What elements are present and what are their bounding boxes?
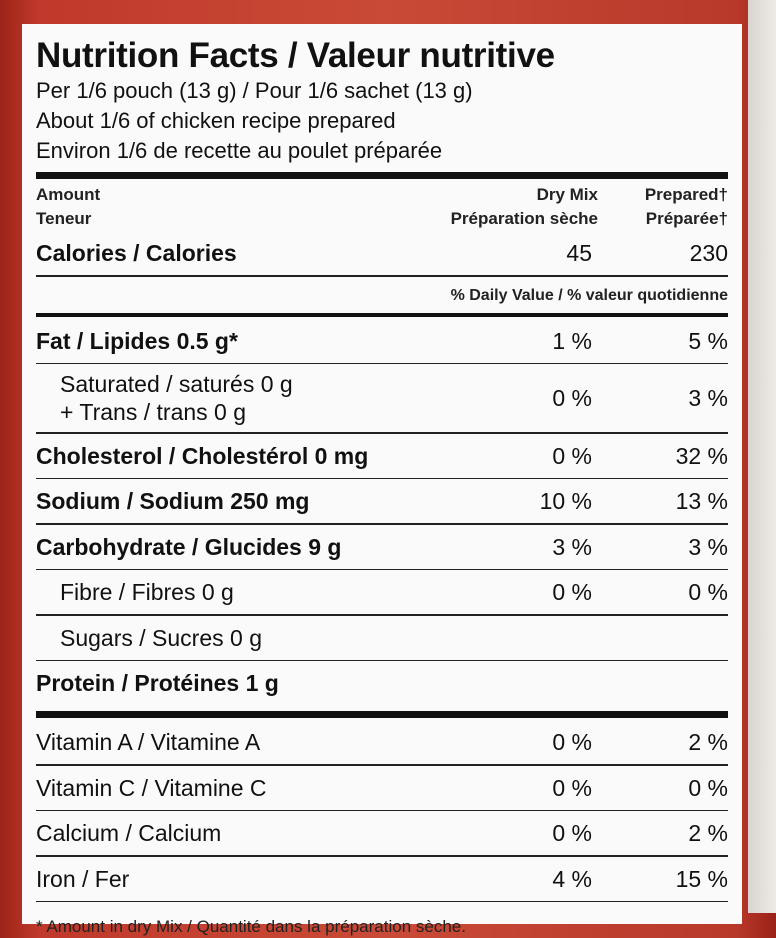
carbohydrate-dry: 3 % <box>552 533 592 560</box>
carbohydrate-row: Carbohydrate / Glucides 9 g 3 % 3 % <box>36 525 728 569</box>
sugars-label: Sugars / Sucres 0 g <box>60 624 262 651</box>
dry-mix-fr: Préparation sèche <box>450 209 598 228</box>
vitamin-dry: 0 % <box>552 729 592 755</box>
sodium-label: Sodium / Sodium 250 mg <box>36 488 310 514</box>
divider <box>36 275 728 277</box>
nutrition-label: Nutrition Facts / Valeur nutritive Per 1… <box>22 24 742 936</box>
protein-label: Protein / Protéines 1 g <box>36 670 279 696</box>
divider <box>36 477 728 479</box>
vitamin-label: Iron / Fer <box>36 865 130 892</box>
saturated-dry: 0 % <box>552 385 592 411</box>
saturated-label: Saturated / saturés 0 g <box>60 371 293 397</box>
fat-prepared: 5 % <box>688 327 728 354</box>
divider <box>36 614 728 616</box>
daily-value-header: % Daily Value / % valeur quotidienne <box>450 286 728 304</box>
fat-label: Fat / Lipides 0.5 g* <box>36 327 238 354</box>
serving-line: Environ 1/6 de recette au poulet préparé… <box>36 138 443 163</box>
vitamin-row: Vitamin A / Vitamine A 0 % 2 % <box>36 720 728 764</box>
fibre-label: Fibre / Fibres 0 g <box>60 579 234 605</box>
sugars-row: Sugars / Sucres 0 g <box>36 616 728 660</box>
calories-prepared: 230 <box>689 240 728 266</box>
amount-en: Amount <box>36 185 101 204</box>
column-header: Amount Teneur Dry Mix Préparation sèche … <box>36 181 728 231</box>
cholesterol-label: Cholesterol / Cholestérol 0 mg <box>36 442 369 469</box>
cholesterol-row: Cholesterol / Cholestérol 0 mg 0 % 32 % <box>36 434 728 478</box>
divider <box>36 362 728 364</box>
label-title: Nutrition Facts / Valeur nutritive <box>36 36 555 75</box>
fibre-dry: 0 % <box>552 579 592 605</box>
sodium-dry: 10 % <box>539 488 592 514</box>
saturated-prepared: 3 % <box>688 385 728 411</box>
vitamin-prepared: 2 % <box>688 820 728 846</box>
divider <box>36 900 728 902</box>
vitamin-dry: 0 % <box>552 820 592 846</box>
calories-row: Calories / Calories 45 230 <box>36 231 728 275</box>
fat-row: Fat / Lipides 0.5 g* 1 % 5 % <box>36 319 728 363</box>
vitamin-prepared: 15 % <box>675 865 728 892</box>
calories-dry: 45 <box>566 240 592 266</box>
cholesterol-dry: 0 % <box>552 442 592 469</box>
fibre-row: Fibre / Fibres 0 g 0 % 0 % <box>36 570 728 614</box>
divider-heavy <box>36 172 728 179</box>
vitamin-row: Iron / Fer 4 % 15 % <box>36 857 728 901</box>
prepared-en: Prepared† <box>644 185 728 204</box>
divider <box>36 432 728 434</box>
divider <box>36 809 728 811</box>
vitamin-prepared: 0 % <box>688 774 728 801</box>
vitamin-prepared: 2 % <box>688 729 728 755</box>
serving-line: About 1/6 of chicken recipe prepared <box>36 108 396 133</box>
sodium-prepared: 13 % <box>675 488 728 514</box>
protein-row: Protein / Protéines 1 g <box>36 661 728 705</box>
divider-mid <box>36 312 728 317</box>
carbohydrate-prepared: 3 % <box>688 533 728 560</box>
background-edge <box>748 0 776 913</box>
fibre-prepared: 0 % <box>688 579 728 605</box>
sodium-row: Sodium / Sodium 250 mg 10 % 13 % <box>36 479 728 523</box>
vitamin-label: Calcium / Calcium <box>36 820 222 846</box>
footnote: * Amount in dry Mix / Quantité dans la p… <box>36 917 466 936</box>
vitamin-dry: 0 % <box>552 774 592 801</box>
trans-label: + Trans / trans 0 g <box>60 399 247 425</box>
divider <box>36 764 728 766</box>
vitamin-row: Calcium / Calcium 0 % 2 % <box>36 811 728 855</box>
cholesterol-prepared: 32 % <box>675 442 728 469</box>
fat-dry: 1 % <box>552 327 592 354</box>
vitamin-dry: 4 % <box>552 865 592 892</box>
divider <box>36 855 728 857</box>
saturated-row: Saturated / saturés 0 g + Trans / trans … <box>36 364 728 432</box>
amount-fr: Teneur <box>36 209 92 228</box>
vitamin-row: Vitamin C / Vitamine C 0 % 0 % <box>36 766 728 810</box>
divider-heavy <box>36 711 728 718</box>
vitamin-label: Vitamin A / Vitamine A <box>36 729 261 755</box>
carbohydrate-label: Carbohydrate / Glucides 9 g <box>36 533 342 560</box>
prepared-fr: Préparée† <box>645 209 728 228</box>
vitamin-label: Vitamin C / Vitamine C <box>36 774 267 801</box>
dry-mix-en: Dry Mix <box>536 185 598 204</box>
serving-line: Per 1/6 pouch (13 g) / Pour 1/6 sachet (… <box>36 78 473 103</box>
divider <box>36 523 728 525</box>
divider <box>36 659 728 661</box>
divider <box>36 568 728 570</box>
calories-label: Calories / Calories <box>36 240 237 266</box>
